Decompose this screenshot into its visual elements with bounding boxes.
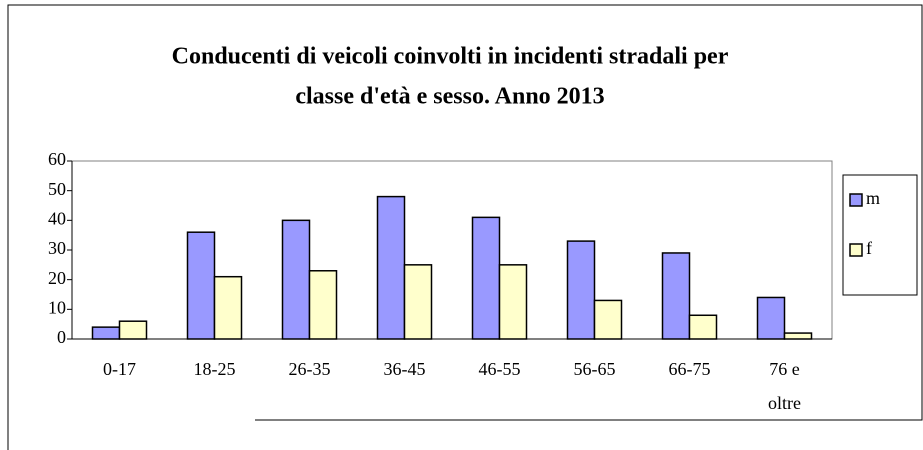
bar [91,326,121,340]
y-tick-label: 30 [48,238,66,258]
legend-swatch [849,243,863,257]
bar [471,216,501,340]
bar [688,314,718,340]
y-tick-label: 20 [48,268,66,288]
y-tick-label: 10 [48,297,66,317]
x-tick-label: 46-55 [479,359,521,379]
bar [593,299,623,340]
legend-swatch [849,193,863,207]
x-tick-label: 76 e oltre [768,359,801,413]
legend-label: f [866,238,872,258]
plot-area [71,160,833,340]
chart-title: classe d'età e sesso. Anno 2013 [295,84,604,110]
x-tick-label: 0-17 [103,359,136,379]
chart-title: Conducenti di veicoli coinvolti in incid… [172,44,729,70]
x-tick-label: 18-25 [194,359,236,379]
bar [281,219,311,340]
x-tick-label: 26-35 [289,359,331,379]
bar [308,270,338,340]
bar [118,320,148,340]
y-tick-label: 50 [48,179,66,199]
bar [756,296,786,340]
chart-border [7,4,923,450]
bar [783,332,813,340]
y-tick-label: 60 [48,149,66,169]
bar [376,195,406,340]
bar [186,231,216,340]
bar [661,252,691,340]
bar [498,264,528,340]
bar [213,275,243,340]
bar [566,240,596,340]
x-tick-label: 56-65 [574,359,616,379]
y-tick-label: 0 [57,327,66,347]
y-tick-label: 40 [48,208,66,228]
bar [403,264,433,340]
legend-label: m [866,188,880,208]
x-tick-label: 36-45 [384,359,426,379]
x-tick-label: 66-75 [669,359,711,379]
